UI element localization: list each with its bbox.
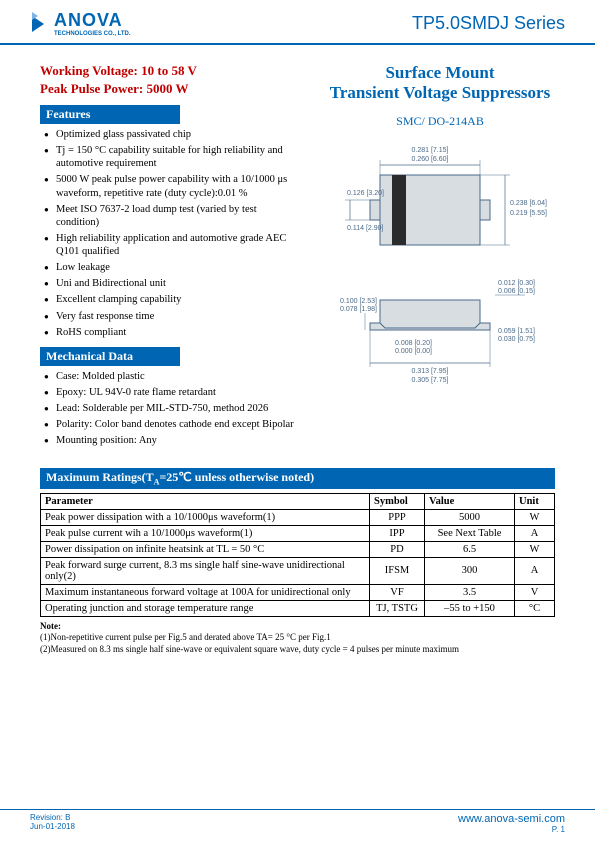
- working-voltage: Working Voltage: 10 to 58 V: [40, 63, 300, 79]
- list-item: Case: Molded plastic: [44, 370, 300, 383]
- ratings-table: Parameter Symbol Value Unit Peak power d…: [40, 493, 555, 617]
- table-row: Peak power dissipation with a 10/1000μs …: [41, 509, 555, 525]
- product-title-2: Transient Voltage Suppressors: [320, 83, 560, 103]
- revision: Revision: B: [30, 813, 75, 822]
- dim-label: 0.012 [0.30]: [498, 280, 535, 287]
- notes: Note: (1)Non-repetitive current pulse pe…: [40, 621, 555, 656]
- col-symbol: Symbol: [370, 493, 425, 509]
- dim-label: 0.006 [0.15]: [498, 288, 535, 295]
- dim-label: 0.260 [6.60]: [412, 156, 449, 163]
- list-item: Excellent clamping capability: [44, 293, 300, 306]
- list-item: Polarity: Color band denotes cathode end…: [44, 418, 300, 431]
- mechanical-list: Case: Molded plastic Epoxy: UL 94V-0 rat…: [40, 370, 300, 448]
- list-item: Very fast response time: [44, 310, 300, 323]
- dim-label: 0.000 [0.00]: [395, 348, 432, 355]
- ratings-heading: Maximum Ratings(TA=25℃ unless otherwise …: [40, 468, 555, 488]
- list-item: Lead: Solderable per MIL-STD-750, method…: [44, 402, 300, 415]
- list-item: Uni and Bidirectional unit: [44, 277, 300, 290]
- logo: ANOVA TECHNOLOGIES CO., LTD.: [30, 10, 131, 37]
- col-parameter: Parameter: [41, 493, 370, 509]
- table-row: Peak forward surge current, 8.3 ms singl…: [41, 557, 555, 584]
- date: Jun-01-2018: [30, 822, 75, 831]
- page-footer: Revision: B Jun-01-2018 www.anova-semi.c…: [0, 809, 595, 834]
- dim-label: 0.219 [5.55]: [510, 210, 547, 217]
- dim-label: 0.305 [7.75]: [412, 377, 449, 384]
- package-diagram: 0.281 [7.15] 0.260 [6.60] 0.126 [3.20] 0…: [320, 135, 560, 395]
- table-row: Maximum instantaneous forward voltage at…: [41, 584, 555, 600]
- list-item: Low leakage: [44, 261, 300, 274]
- table-row: Operating junction and storage temperatu…: [41, 600, 555, 616]
- peak-pulse-power: Peak Pulse Power: 5000 W: [40, 81, 300, 97]
- list-item: High reliability application and automot…: [44, 232, 300, 258]
- dim-label: 0.313 [7.95]: [412, 368, 449, 375]
- list-item: Meet ISO 7637-2 load dump test (varied b…: [44, 203, 300, 229]
- page-header: ANOVA TECHNOLOGIES CO., LTD. TP5.0SMDJ S…: [0, 0, 595, 45]
- ratings-heading-suffix: =25℃ unless otherwise noted): [159, 470, 314, 484]
- features-heading: Features: [40, 105, 180, 124]
- list-item: Optimized glass passivated chip: [44, 128, 300, 141]
- dim-label: 0.030 [0.75]: [498, 336, 535, 343]
- list-item: Tj = 150 °C capability suitable for high…: [44, 144, 300, 170]
- page-number: P. 1: [458, 825, 565, 834]
- product-title-1: Surface Mount: [320, 63, 560, 83]
- left-column: Working Voltage: 10 to 58 V Peak Pulse P…: [40, 63, 300, 450]
- logo-text-main: ANOVA: [54, 10, 131, 31]
- dim-label: 0.281 [7.15]: [412, 147, 449, 154]
- dim-label: 0.114 [2.90]: [347, 225, 384, 232]
- table-header-row: Parameter Symbol Value Unit: [41, 493, 555, 509]
- note-1: (1)Non-repetitive current pulse per Fig.…: [40, 632, 555, 644]
- mechanical-heading: Mechanical Data: [40, 347, 180, 366]
- dim-label: 0.126 [3.20]: [347, 190, 384, 197]
- logo-icon: [30, 12, 48, 36]
- dim-label: 0.238 [6.04]: [510, 200, 547, 207]
- dim-label: 0.059 [1.51]: [498, 328, 535, 335]
- dim-label: 0.008 [0.20]: [395, 340, 432, 347]
- note-header: Note:: [40, 621, 555, 633]
- dim-label: 0.100 [2.53]: [340, 298, 377, 305]
- col-value: Value: [425, 493, 515, 509]
- list-item: Mounting position: Any: [44, 434, 300, 447]
- table-row: Peak pulse current wih a 10/1000μs wavef…: [41, 525, 555, 541]
- features-list: Optimized glass passivated chip Tj = 150…: [40, 128, 300, 339]
- dim-label: 0.078 [1.98]: [340, 306, 377, 313]
- note-2: (2)Measured on 8.3 ms single half sine-w…: [40, 644, 555, 656]
- list-item: 5000 W peak pulse power capability with …: [44, 173, 300, 199]
- series-title: TP5.0SMDJ Series: [412, 13, 565, 34]
- footer-url: www.anova-semi.com: [458, 813, 565, 825]
- col-unit: Unit: [515, 493, 555, 509]
- list-item: RoHS compliant: [44, 326, 300, 339]
- table-row: Power dissipation on infinite heatsink a…: [41, 541, 555, 557]
- right-column: Surface Mount Transient Voltage Suppress…: [320, 63, 560, 450]
- logo-text-sub: TECHNOLOGIES CO., LTD.: [54, 31, 131, 37]
- ratings-heading-text: Maximum Ratings(T: [46, 470, 154, 484]
- package-label: SMC/ DO-214AB: [320, 114, 560, 129]
- list-item: Epoxy: UL 94V-0 rate flame retardant: [44, 386, 300, 399]
